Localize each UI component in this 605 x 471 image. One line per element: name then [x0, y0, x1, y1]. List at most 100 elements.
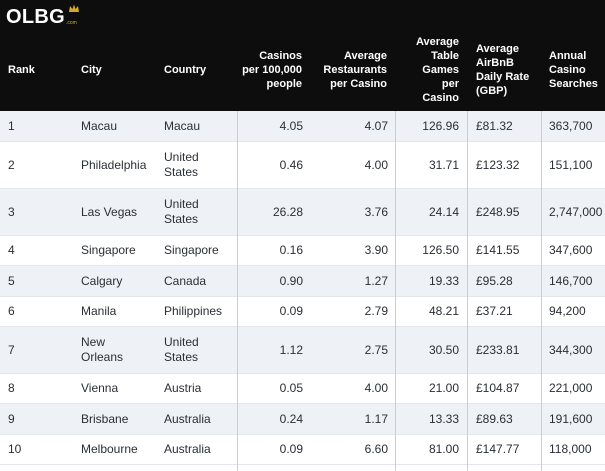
olbg-logo[interactable]: OLBG .com — [6, 6, 77, 28]
avg-table-games-cell: 13.33 — [428, 411, 459, 426]
crown-icon — [69, 4, 79, 12]
rank-cell: 9 — [8, 411, 15, 426]
annual-searches-cell: 151,100 — [549, 157, 593, 172]
rank-cell: 6 — [8, 304, 15, 318]
column-header-country[interactable]: Country — [164, 64, 207, 76]
airbnb-rate-cell: £248.95 — [476, 204, 520, 219]
city-cell: Las Vegas — [81, 204, 138, 219]
casinos-per-100k-cell: 0.09 — [279, 442, 303, 456]
column-header-avg-table-games[interactable]: Average Table Games per Casino — [415, 36, 459, 104]
country-cell: United States — [164, 197, 199, 226]
avg-restaurants-cell: 4.00 — [364, 157, 388, 172]
column-divider — [395, 111, 396, 471]
table-row: 7 New Orleans United States 1.12 2.75 30.50 £2… — [0, 327, 605, 374]
column-header-airbnb-rate[interactable]: Average AirBnB Daily Rate (GBP) — [476, 43, 530, 97]
country-cell: United States — [164, 335, 199, 364]
avg-restaurants-cell: 6.60 — [364, 442, 388, 456]
rank-cell: 5 — [8, 273, 15, 288]
logo-domain: .com — [65, 20, 77, 26]
table-header: OLBG .com Rank City Country Casinos per … — [0, 0, 605, 111]
avg-restaurants-cell: 2.79 — [364, 304, 388, 318]
city-cell: Philadelphia — [81, 157, 147, 172]
city-cell: Manila — [81, 304, 117, 318]
avg-restaurants-cell: 4.07 — [364, 118, 388, 133]
casinos-per-100k-cell: 1.12 — [279, 342, 303, 357]
city-cell: Vienna — [81, 381, 119, 395]
rank-cell: 7 — [8, 342, 15, 357]
rank-cell: 10 — [8, 442, 22, 456]
country-cell: Singapore — [164, 243, 219, 257]
table-row: 4 Singapore Singapore 0.16 3.90 126.50 £141.55… — [0, 236, 605, 266]
country-cell: Macau — [164, 118, 201, 133]
avg-table-games-cell: 81.00 — [428, 442, 459, 456]
avg-table-games-cell: 19.33 — [428, 273, 459, 288]
avg-table-games-cell: 48.21 — [428, 304, 459, 318]
avg-table-games-cell: 31.71 — [428, 157, 459, 172]
table-row: 10 Melbourne Australia 0.09 6.60 81.00 £147.77… — [0, 435, 605, 465]
airbnb-rate-cell: £81.32 — [476, 118, 513, 133]
table-row: 1 Macau Macau 4.05 4.07 126.96 £81.32 363,700 — [0, 111, 605, 142]
column-header-rank[interactable]: Rank — [8, 64, 35, 76]
table-row: 2 Philadelphia United States 0.46 4.00 31.71 £… — [0, 142, 605, 189]
casinos-per-100k-cell: 0.09 — [279, 304, 303, 318]
casinos-per-100k-cell: 0.24 — [279, 411, 303, 426]
airbnb-rate-cell: £141.55 — [476, 243, 520, 257]
rank-cell: 1 — [8, 118, 15, 133]
city-cell: Macau — [81, 118, 118, 133]
airbnb-rate-cell: £89.63 — [476, 411, 513, 426]
casinos-per-100k-cell: 0.90 — [279, 273, 303, 288]
annual-searches-cell: 221,000 — [549, 381, 593, 395]
city-cell: Singapore — [81, 243, 136, 257]
annual-searches-cell: 347,600 — [549, 243, 593, 257]
casinos-per-100k-cell: 0.16 — [279, 243, 303, 257]
column-header-avg-restaurants[interactable]: Average Restaurants per Casino — [323, 50, 387, 90]
annual-searches-cell: 191,600 — [549, 411, 593, 426]
column-header-annual-searches[interactable]: Annual Casino Searches — [549, 50, 598, 90]
city-cell: Calgary — [81, 273, 123, 288]
table-row: 6 Manila Philippines 0.09 2.79 48.21 £37.21 94,… — [0, 297, 605, 327]
casinos-per-100k-cell: 0.46 — [279, 157, 303, 172]
avg-table-games-cell: 126.96 — [422, 118, 459, 133]
country-cell: Philippines — [164, 304, 223, 318]
avg-restaurants-cell: 4.00 — [364, 381, 388, 395]
annual-searches-cell: 94,200 — [549, 304, 586, 318]
column-divider — [541, 111, 542, 471]
table-row: 8 Vienna Austria 0.05 4.00 21.00 £104.87 221,00… — [0, 374, 605, 404]
city-cell: Melbourne — [81, 442, 138, 456]
table-row: 3 Las Vegas United States 26.28 3.76 24.14 £24… — [0, 189, 605, 236]
avg-table-games-cell: 126.50 — [422, 243, 459, 257]
logo-text: OLBG — [6, 6, 65, 28]
city-cell: Brisbane — [81, 411, 129, 426]
country-cell: Australia — [164, 411, 211, 426]
avg-restaurants-cell: 3.76 — [364, 204, 388, 219]
casinos-per-100k-cell: 0.05 — [279, 381, 303, 395]
column-header-casinos-per-100k[interactable]: Casinos per 100,000 people — [242, 50, 302, 90]
country-cell: Austria — [164, 381, 202, 395]
avg-restaurants-cell: 3.90 — [364, 243, 388, 257]
airbnb-rate-cell: £95.28 — [476, 273, 513, 288]
airbnb-rate-cell: £104.87 — [476, 381, 520, 395]
annual-searches-cell: 344,300 — [549, 342, 593, 357]
avg-restaurants-cell: 1.27 — [364, 273, 388, 288]
rank-cell: 2 — [8, 157, 15, 172]
annual-searches-cell: 2,747,000 — [549, 204, 603, 219]
country-cell: United States — [164, 150, 199, 179]
airbnb-rate-cell: £123.32 — [476, 157, 520, 172]
airbnb-rate-cell: £37.21 — [476, 304, 513, 318]
casinos-per-100k-cell: 26.28 — [272, 204, 303, 219]
avg-table-games-cell: 24.14 — [428, 204, 459, 219]
column-divider — [467, 111, 468, 471]
avg-restaurants-cell: 1.17 — [364, 411, 388, 426]
rank-cell: 4 — [8, 243, 15, 257]
country-cell: Australia — [164, 442, 211, 456]
annual-searches-cell: 118,000 — [549, 442, 592, 456]
annual-searches-cell: 363,700 — [549, 118, 593, 133]
column-divider — [237, 111, 238, 471]
annual-searches-cell: 146,700 — [549, 273, 593, 288]
rank-cell: 3 — [8, 204, 15, 219]
avg-table-games-cell: 21.00 — [428, 381, 459, 395]
column-header-city[interactable]: City — [81, 64, 102, 76]
table-row: 5 Calgary Canada 0.90 1.27 19.33 £95.28 146,700 — [0, 266, 605, 297]
airbnb-rate-cell: £147.77 — [476, 442, 520, 456]
